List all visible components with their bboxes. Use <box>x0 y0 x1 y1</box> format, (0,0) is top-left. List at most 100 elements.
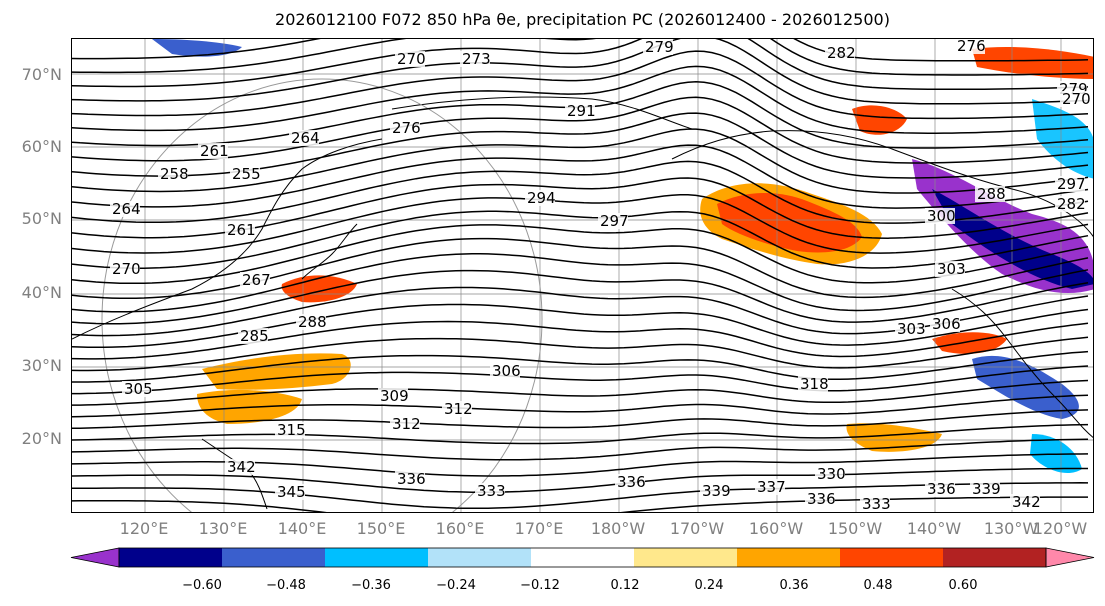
theta-e-contour-line <box>72 128 1089 194</box>
contour-label-bg <box>240 272 270 288</box>
contour-label-bg <box>1055 196 1085 212</box>
colorbar-tick: 0.48 <box>863 578 893 593</box>
contour-label: 312 <box>392 415 421 433</box>
contour-label: 330 <box>817 465 846 483</box>
contour-label: 306 <box>492 362 521 380</box>
negative-pc-region-coast <box>972 355 1079 419</box>
contour-label: 297 <box>600 212 629 230</box>
colorbar-extend-max <box>1045 547 1095 568</box>
contour-label: 345 <box>277 483 306 501</box>
lon-label-170w: 170°W <box>669 519 725 538</box>
contour-label: 303 <box>897 320 926 338</box>
contour-label-bg <box>475 483 505 499</box>
contour-label: 305 <box>124 380 153 398</box>
contour-label: 339 <box>972 480 1001 498</box>
contour-label-bg <box>825 45 855 61</box>
contour-label-bg <box>930 316 960 332</box>
theta-e-contour-line <box>72 394 1089 418</box>
contour-label-bg <box>442 401 472 417</box>
negative-pc-region-asia <box>152 39 242 57</box>
lat-label-20n: 20°N <box>21 429 62 448</box>
colorbar-bin <box>840 548 944 567</box>
contour-label: 315 <box>277 421 306 439</box>
lon-label-120e: 120°E <box>119 519 169 538</box>
theta-e-contour-line <box>72 39 1089 91</box>
contour-label-bg <box>975 186 1005 202</box>
colorbar-extend-min <box>70 547 120 568</box>
contour-label-bg <box>378 388 408 404</box>
contour-label-bg <box>895 321 925 337</box>
colorbar-bin <box>737 548 841 567</box>
contour-label-bg <box>296 314 326 330</box>
lon-label-120w: 120°W <box>1032 519 1088 538</box>
theta-e-contour-line <box>72 269 1089 325</box>
contour-label: 336 <box>617 473 646 491</box>
contour-label-bg <box>755 479 785 495</box>
theta-e-contour-line <box>72 96 1089 164</box>
lat-label-60n: 60°N <box>21 137 62 156</box>
contour-label: 336 <box>397 470 426 488</box>
contour-label-bg <box>490 363 520 379</box>
colorbar-tick: −0.24 <box>436 578 476 593</box>
positive-pc-region-japan <box>281 275 357 303</box>
contour-label-bg <box>598 213 628 229</box>
colorbar-bins <box>70 547 1095 568</box>
contour-label-bg <box>390 120 420 136</box>
lon-label-140w: 140°W <box>906 519 962 538</box>
contour-label: 261 <box>200 142 229 160</box>
contour-label: 282 <box>827 44 856 62</box>
map-panel: 270 273 279 282 276 279 264 261 258 255 264 261 270 2… <box>71 38 1094 513</box>
contour-label-bg <box>565 103 595 119</box>
positive-pc-region-subtropics <box>846 423 942 452</box>
contour-label: 337 <box>757 478 786 496</box>
colorbar-outline <box>118 547 1047 568</box>
contour-label-bg <box>805 491 835 507</box>
contour-label-bg <box>643 39 673 55</box>
contour-label: 270 <box>1062 90 1091 108</box>
contour-label-bg <box>955 39 985 54</box>
colorbar-bin <box>634 548 738 567</box>
contour-label-bg <box>225 459 255 475</box>
contour-label-bg <box>798 376 828 392</box>
positive-pc-region-gulf <box>852 105 907 135</box>
colorbar-tick: −0.12 <box>520 578 560 593</box>
contour-label: 279 <box>645 39 674 56</box>
contour-label-bg <box>935 261 965 277</box>
contour-label-bg <box>158 166 188 182</box>
projection-outline <box>101 78 543 512</box>
lon-label-170e: 170°E <box>514 519 564 538</box>
contour-label-bg <box>395 51 425 67</box>
contour-label-bg <box>525 190 555 206</box>
theta-e-contour-line <box>72 194 1089 254</box>
contour-label-bg <box>230 166 260 182</box>
contour-label-bg <box>390 416 420 432</box>
contour-label-bg <box>860 496 890 512</box>
lon-label-140e: 140°E <box>277 519 327 538</box>
contour-label: 270 <box>112 260 141 278</box>
lat-label-70n: 70°N <box>21 65 62 84</box>
theta-e-contour-line <box>72 423 1089 445</box>
contour-label-bg <box>275 422 305 438</box>
theta-e-contour-line <box>72 39 1089 76</box>
contour-label-bg <box>1010 494 1040 510</box>
contour-label-bg <box>1060 91 1090 107</box>
contour-label: 285 <box>240 327 269 345</box>
lat-label-40n: 40°N <box>21 283 62 302</box>
colorbar-tick: 0.36 <box>779 578 809 593</box>
colorbar-bin <box>325 548 429 567</box>
contour-label: 273 <box>462 50 491 68</box>
lon-label-130w: 130°W <box>983 519 1039 538</box>
contour-label-bg <box>289 130 319 146</box>
theta-e-contour-line <box>72 160 1089 224</box>
contour-label: 309 <box>380 387 409 405</box>
contour-label: 258 <box>160 165 189 183</box>
contour-label: 270 <box>397 50 426 68</box>
colorbar-tick: −0.60 <box>182 578 222 593</box>
lon-label-150w: 150°W <box>827 519 883 538</box>
contour-label: 264 <box>291 129 320 147</box>
negative-pc-region-ne-pacific-outer <box>1032 99 1093 179</box>
colorbar-tick: 0.24 <box>694 578 724 593</box>
contour-label-bg <box>970 481 1000 497</box>
